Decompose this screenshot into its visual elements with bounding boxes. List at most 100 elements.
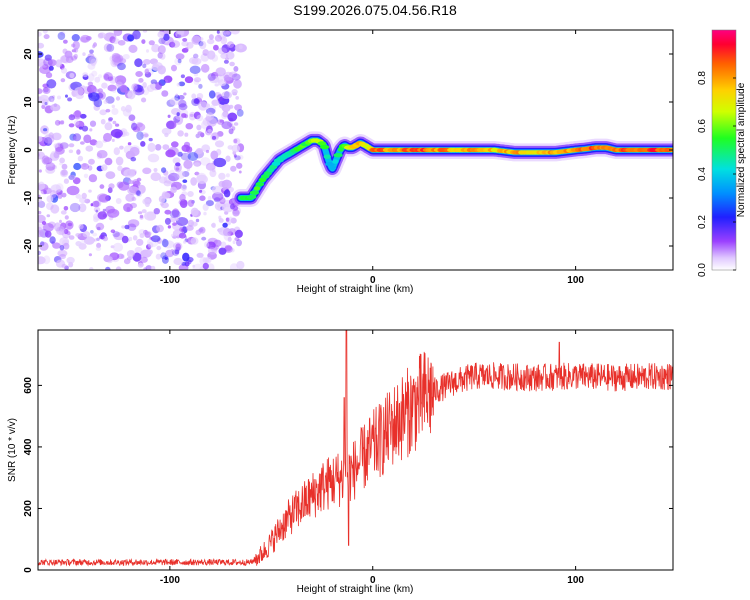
noise-blob [90, 58, 97, 67]
noise-blob [157, 65, 166, 75]
noise-blob [38, 230, 45, 238]
noise-blob [236, 239, 242, 247]
noise-blob [50, 204, 60, 214]
noise-blob [177, 151, 183, 157]
noise-blob [111, 108, 119, 115]
noise-blob [128, 180, 134, 185]
noise-blob [69, 202, 81, 213]
noise-blob [227, 112, 238, 122]
noise-blob [213, 157, 227, 168]
noise-blob [234, 155, 241, 161]
noise-blob [80, 240, 87, 246]
noise-blob [179, 199, 188, 209]
noise-blob [82, 72, 89, 78]
noise-blob [162, 238, 167, 243]
noise-blob [192, 263, 204, 270]
noise-blob [220, 241, 227, 249]
noise-blob [211, 223, 215, 227]
noise-blob [89, 267, 94, 270]
noise-blob [70, 55, 78, 61]
noise-blob [171, 141, 179, 148]
noise-blob [131, 122, 138, 131]
noise-blob [192, 264, 196, 268]
noise-blob [127, 142, 132, 146]
noise-blob [146, 49, 149, 53]
noise-blob [193, 111, 201, 120]
noise-blob [119, 146, 123, 150]
noise-blob [168, 172, 180, 182]
noise-blob [182, 171, 190, 177]
noise-blob [78, 224, 84, 230]
noise-blob [203, 211, 207, 216]
noise-blob [176, 112, 180, 117]
noise-blob [198, 83, 203, 89]
noise-blob [57, 95, 61, 100]
noise-blob [154, 82, 163, 90]
noise-blob [163, 180, 172, 187]
noise-blob [60, 120, 65, 125]
ridge-core [253, 186, 261, 191]
noise-blob [163, 33, 170, 41]
colorbar-tick-label: 0.4 [697, 167, 708, 181]
noise-blob [45, 202, 54, 210]
noise-blob [193, 98, 200, 104]
noise-blob [96, 150, 108, 159]
colorbar-tick-label: 0.0 [697, 263, 708, 277]
noise-blob [61, 192, 67, 198]
snr-series-line [38, 330, 673, 567]
noise-blob [61, 67, 68, 74]
ridge-core [332, 159, 339, 164]
noise-blob [181, 40, 189, 47]
noise-blob [209, 169, 217, 178]
noise-blob [157, 45, 166, 55]
noise-blob [199, 195, 206, 201]
noise-blob [89, 49, 94, 54]
noise-blob [77, 155, 84, 162]
noise-blob [101, 82, 108, 89]
noise-blob [206, 263, 215, 270]
noise-blob [167, 225, 172, 229]
noise-blob [196, 252, 204, 258]
noise-blob [175, 162, 181, 167]
noise-blob [130, 157, 137, 162]
noise-blob [53, 222, 62, 232]
noise-blob [40, 241, 45, 247]
noise-blob [89, 120, 97, 127]
noise-blob [160, 202, 169, 209]
noise-blob [88, 92, 100, 102]
noise-blob [147, 153, 160, 163]
noise-blob [229, 263, 239, 270]
noise-blob [39, 61, 49, 68]
noise-blob [99, 109, 107, 116]
snr-x-label: Height of straight line (km) [297, 584, 414, 595]
noise-blob [38, 183, 42, 189]
noise-blob [44, 101, 48, 106]
noise-blob [128, 236, 133, 242]
noise-blob [196, 93, 204, 100]
noise-blob [73, 53, 78, 60]
noise-blob [235, 96, 239, 100]
noise-blob [209, 75, 220, 84]
noise-blob [38, 31, 42, 37]
noise-blob [182, 38, 188, 42]
noise-blob [223, 59, 229, 64]
noise-blob [175, 53, 185, 60]
noise-blob [38, 194, 41, 198]
noise-blob [193, 73, 198, 77]
noise-blob [105, 266, 111, 270]
noise-blob [153, 168, 158, 172]
noise-blob [114, 75, 127, 85]
noise-blob [38, 226, 42, 232]
noise-blob [174, 217, 179, 221]
noise-blob [236, 109, 244, 117]
noise-blob [96, 237, 100, 241]
noise-blob [150, 265, 156, 270]
noise-blob [66, 185, 80, 196]
noise-blob [136, 177, 142, 182]
y-tick-label: 10 [23, 96, 34, 108]
noise-blob [43, 128, 48, 132]
noise-blob [186, 41, 194, 49]
noise-blob [155, 144, 162, 151]
colorbar-gradient [712, 30, 736, 270]
colorbar-frame [711, 29, 737, 271]
